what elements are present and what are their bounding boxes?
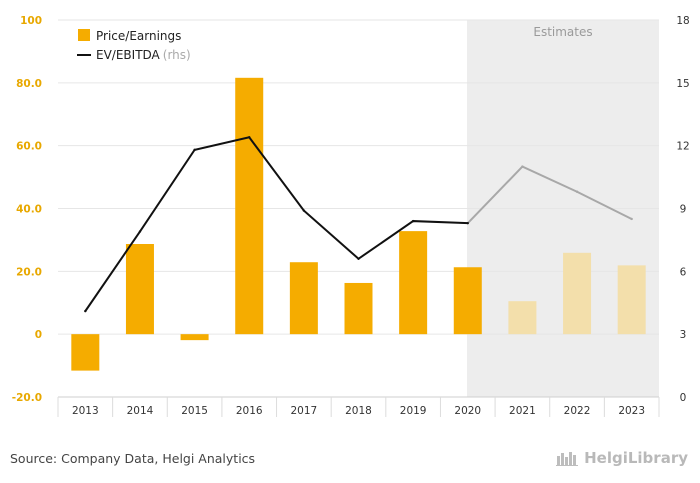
legend: Price/Earnings EV/EBITDA (rhs) bbox=[77, 29, 191, 62]
right-axis: 18 15 12 9 6 3 0 bbox=[676, 15, 689, 404]
x-axis: 2013 2014 2015 2016 2017 2018 2019 2020 2021 2022… bbox=[57, 396, 660, 417]
x-tick-label-2018: 2018 bbox=[345, 405, 372, 417]
right-tick-label: 18 bbox=[676, 15, 689, 27]
chart: Estimates 100 80.0 60.0 40.0 20.0 0 -20.0 18 15… bbox=[12, 15, 690, 417]
bar-2020 bbox=[453, 267, 482, 335]
x-tick-label-2020: 2020 bbox=[454, 405, 481, 417]
helgi-library-logo: HelgiLibrary bbox=[556, 449, 688, 467]
bar-2018 bbox=[344, 282, 373, 335]
library-icon bbox=[556, 452, 579, 466]
x-tick-label-2014: 2014 bbox=[127, 405, 154, 417]
ev-ebitda-point-2014 bbox=[138, 230, 142, 233]
right-tick-label: 9 bbox=[680, 204, 687, 216]
left-tick-label: 20.0 bbox=[16, 266, 42, 278]
x-tick-label-2013: 2013 bbox=[72, 405, 99, 417]
ev-ebitda-point-2019 bbox=[411, 219, 415, 223]
ev-ebitda-point-2017 bbox=[302, 209, 306, 212]
right-tick-label: 15 bbox=[676, 78, 689, 90]
bar-2016 bbox=[235, 77, 264, 335]
left-tick-label: -20.0 bbox=[12, 392, 42, 404]
left-tick-label: 40.0 bbox=[16, 204, 42, 216]
bar-2017 bbox=[289, 262, 318, 335]
legend-bar-swatch bbox=[78, 29, 90, 41]
ev-ebitda-point-2016 bbox=[248, 136, 251, 139]
legend-price-earnings-label: Price/Earnings bbox=[96, 29, 181, 43]
source-note: Source: Company Data, Helgi Analytics bbox=[10, 451, 256, 466]
bar-2021 bbox=[508, 301, 537, 335]
right-tick-label: 0 bbox=[680, 392, 687, 404]
ev-ebitda-point-2013 bbox=[84, 309, 87, 313]
ev-ebitda-point-2023 bbox=[630, 217, 633, 221]
x-tick-label-2016: 2016 bbox=[236, 405, 263, 417]
x-tick-label-2019: 2019 bbox=[400, 405, 427, 417]
ev-ebitda-line bbox=[84, 136, 468, 312]
x-tick-label-2015: 2015 bbox=[181, 405, 208, 417]
ev-ebitda-point-2018 bbox=[357, 257, 360, 260]
left-tick-label: 60.0 bbox=[16, 141, 42, 153]
right-tick-label: 3 bbox=[680, 329, 687, 341]
ev-ebitda-point-2022 bbox=[575, 190, 579, 193]
x-tick-label-2022: 2022 bbox=[564, 405, 591, 417]
bar-2023 bbox=[617, 265, 646, 335]
ev-ebitda-estimate-line bbox=[467, 165, 633, 224]
left-tick-label: 80.0 bbox=[16, 78, 42, 90]
line-series bbox=[84, 136, 633, 313]
bar-2013 bbox=[71, 334, 100, 371]
estimates-label: Estimates bbox=[533, 25, 592, 39]
bar-series bbox=[71, 77, 646, 371]
ev-ebitda-point-2015 bbox=[193, 148, 196, 152]
bar-2015 bbox=[180, 334, 209, 341]
bar-2014 bbox=[125, 244, 154, 335]
ev-ebitda-point-2021 bbox=[521, 165, 524, 168]
left-tick-label: 0 bbox=[35, 329, 42, 341]
x-tick-label-2017: 2017 bbox=[290, 405, 317, 417]
bar-2022 bbox=[563, 252, 592, 335]
right-tick-label: 6 bbox=[680, 266, 687, 278]
x-tick-label-2023: 2023 bbox=[618, 405, 645, 417]
legend-ev-ebitda-label: EV/EBITDA (rhs) bbox=[96, 48, 191, 62]
left-tick-label: 100 bbox=[20, 15, 42, 27]
x-tick-label-2021: 2021 bbox=[509, 405, 536, 417]
logo-text: HelgiLibrary bbox=[584, 449, 688, 467]
left-axis: 100 80.0 60.0 40.0 20.0 0 -20.0 bbox=[12, 15, 42, 404]
right-tick-label: 12 bbox=[676, 141, 689, 153]
bar-2019 bbox=[399, 231, 428, 335]
ev-ebitda-point-2020 bbox=[466, 221, 469, 225]
